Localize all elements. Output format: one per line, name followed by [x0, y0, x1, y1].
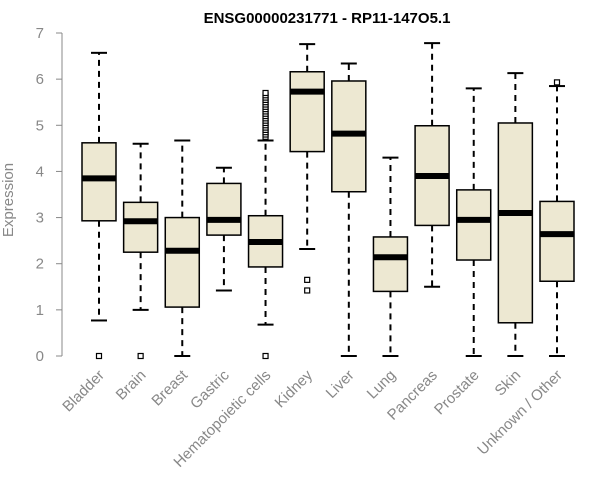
box-10 [497, 72, 534, 357]
x-tick-label-10: Skin [492, 367, 525, 400]
outlier-4-20 [262, 89, 269, 97]
x-tick-label-1: Brain [113, 367, 150, 404]
box-8 [414, 42, 450, 288]
box-0 [81, 51, 117, 360]
box-6 [331, 62, 367, 357]
outlier-0-0 [95, 352, 103, 360]
x-tick-label-0: Bladder [59, 367, 108, 416]
y-tick-label-1: 1 [36, 302, 44, 319]
y-tick-label-7: 7 [36, 25, 44, 42]
y-axis: 0 1 2 3 4 5 6 7 [36, 25, 63, 365]
iqr-box-11 [539, 200, 575, 282]
iqr-box-10 [497, 122, 534, 324]
y-tick-label-0: 0 [36, 348, 44, 365]
box-1 [122, 142, 159, 360]
y-tick-label-5: 5 [36, 117, 44, 134]
iqr-box-3 [206, 182, 242, 236]
box-9 [455, 87, 492, 357]
x-tick-label-9: Prostate [431, 367, 483, 419]
x-tick-label-5: Kidney [272, 366, 317, 411]
x-tick-label-7: Lung [364, 367, 400, 403]
box-5 [289, 43, 325, 294]
iqr-box-0 [81, 142, 117, 222]
box-4 [247, 89, 284, 360]
x-tick-label-6: Liver [323, 367, 358, 402]
outlier-5-0 [304, 287, 311, 294]
boxes [81, 42, 575, 360]
iqr-box-9 [455, 189, 492, 261]
box-3 [206, 166, 242, 292]
box-7 [372, 156, 409, 357]
outlier-5-1 [304, 276, 311, 283]
y-tick-label-2: 2 [36, 256, 44, 273]
box-11 [539, 79, 575, 357]
chart-title: ENSG00000231771 - RP11-147O5.1 [204, 10, 451, 27]
iqr-box-2 [164, 216, 201, 308]
outlier-4-0 [262, 352, 269, 360]
x-tick-label-2: Breast [148, 366, 191, 409]
iqr-box-7 [372, 236, 409, 293]
y-tick-label-6: 6 [36, 71, 44, 88]
iqr-box-1 [122, 201, 159, 253]
outlier-1-0 [137, 352, 144, 360]
y-tick-label-3: 3 [36, 210, 44, 227]
iqr-box-5 [289, 71, 325, 153]
box-2 [164, 139, 201, 357]
y-tick-label-4: 4 [36, 163, 44, 180]
y-axis-label: Expression [0, 163, 17, 237]
outlier-11-0 [553, 79, 561, 86]
